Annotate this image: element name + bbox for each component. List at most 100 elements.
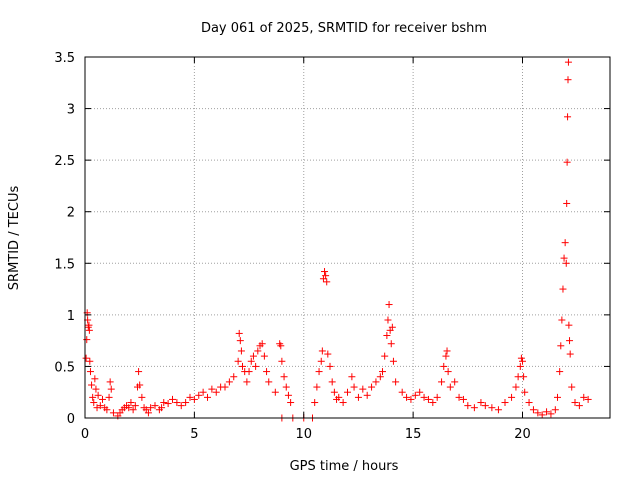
data-point	[562, 259, 570, 267]
data-point	[204, 393, 211, 401]
data-point	[135, 368, 143, 376]
data-point	[321, 268, 329, 276]
data-point	[103, 406, 111, 414]
data-point	[575, 402, 583, 410]
data-point	[525, 399, 533, 407]
data-point	[186, 393, 194, 401]
data-point	[580, 393, 588, 401]
data-point	[501, 399, 509, 407]
data-point	[280, 373, 288, 381]
data-point	[326, 362, 334, 370]
data-point	[230, 373, 238, 381]
data-point	[416, 388, 424, 396]
data-point	[459, 395, 467, 403]
data-point	[494, 406, 502, 414]
chart-title: Day 061 of 2025, SRMTID for receiver bsh…	[201, 21, 487, 36]
data-point	[344, 388, 351, 396]
data-point	[317, 357, 325, 365]
data-point	[160, 399, 168, 407]
data-point	[313, 383, 321, 391]
data-point	[455, 393, 463, 401]
data-point	[234, 357, 242, 365]
data-point	[350, 383, 358, 391]
data-point	[127, 399, 135, 407]
x-tick-label: 5	[190, 427, 198, 442]
data-point	[420, 393, 428, 401]
data-point	[237, 347, 245, 355]
data-point	[387, 340, 395, 348]
data-point	[164, 400, 172, 408]
data-point	[444, 368, 452, 376]
data-point	[566, 350, 574, 358]
data-point	[258, 340, 266, 348]
data-point	[173, 399, 181, 407]
data-point	[225, 378, 233, 386]
data-point	[384, 316, 392, 324]
data-point	[243, 378, 251, 386]
data-point	[136, 381, 144, 389]
data-point	[559, 285, 567, 293]
data-point	[247, 357, 255, 365]
data-point	[138, 393, 146, 401]
data-point	[254, 347, 262, 355]
data-point	[534, 409, 542, 417]
data-point	[91, 375, 99, 383]
x-axis-label: GPS time / hours	[290, 459, 399, 474]
data-point	[236, 337, 244, 345]
data-point	[239, 362, 246, 370]
data-point	[105, 393, 113, 401]
data-point	[446, 383, 454, 391]
data-point	[561, 239, 569, 247]
data-point	[282, 383, 290, 391]
data-point	[131, 402, 139, 410]
data-point	[278, 357, 286, 365]
data-point	[182, 399, 190, 407]
grid-lines	[85, 57, 610, 418]
plot-frame	[84, 56, 611, 419]
data-point	[265, 378, 273, 386]
y-tick-label: 0.5	[54, 360, 75, 375]
data-point	[481, 402, 489, 410]
data-point	[554, 393, 561, 401]
data-point	[443, 347, 451, 355]
data-point	[512, 383, 520, 391]
data-point	[208, 385, 216, 393]
y-tick-label: 1.5	[54, 257, 75, 272]
data-point	[324, 350, 332, 358]
data-point	[379, 368, 386, 376]
data-point	[335, 393, 343, 401]
y-tick-label: 2	[67, 206, 75, 221]
data-point	[359, 385, 367, 393]
data-point	[424, 395, 432, 403]
data-point	[129, 406, 137, 414]
data-points	[82, 58, 592, 422]
data-point	[109, 409, 117, 417]
data-point	[538, 411, 546, 419]
x-tick-label: 15	[405, 427, 422, 442]
data-point	[260, 352, 268, 360]
data-point	[86, 357, 94, 365]
data-point	[564, 113, 572, 121]
data-point	[125, 404, 133, 412]
data-point	[151, 402, 159, 410]
data-point	[398, 388, 406, 396]
y-axis-label: SRMTID / TECUs	[7, 186, 22, 291]
data-point	[383, 331, 391, 339]
data-point	[519, 357, 526, 365]
data-point	[442, 352, 450, 360]
data-point	[403, 393, 411, 401]
x-tick-label: 20	[514, 427, 531, 442]
data-point	[96, 402, 104, 410]
data-point	[323, 278, 331, 286]
data-point	[147, 404, 155, 412]
axis-ticks: 0 5 10 15 20 0 0.5 1 1.5 2 2.5 3 3.5	[54, 51, 610, 442]
data-point	[94, 391, 102, 399]
data-point	[558, 316, 566, 324]
data-point	[339, 399, 347, 407]
y-tick-label: 2.5	[54, 154, 75, 169]
data-point	[315, 368, 323, 376]
data-point	[368, 383, 376, 391]
data-point	[429, 399, 437, 407]
data-point	[440, 362, 448, 370]
data-point	[92, 385, 100, 393]
